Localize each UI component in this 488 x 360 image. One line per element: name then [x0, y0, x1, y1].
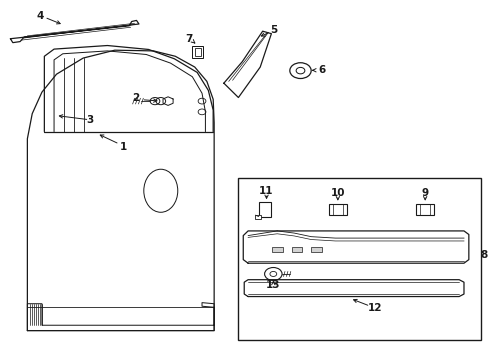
Text: 10: 10	[330, 188, 345, 198]
Bar	[258, 202, 271, 217]
Text: 9: 9	[421, 188, 428, 198]
Bar	[328, 204, 346, 215]
Bar	[416, 204, 433, 215]
Text: 4: 4	[37, 11, 44, 21]
Text: 3: 3	[86, 115, 93, 125]
Polygon shape	[224, 31, 271, 98]
Bar	[238, 178, 480, 339]
Bar	[272, 247, 283, 252]
Polygon shape	[163, 97, 173, 105]
Text: 1: 1	[120, 141, 127, 152]
Polygon shape	[243, 231, 468, 263]
Text: 11: 11	[259, 186, 273, 197]
Bar	[192, 45, 203, 58]
Text: 7: 7	[185, 34, 192, 44]
Text: 12: 12	[367, 303, 382, 314]
Text: 5: 5	[270, 25, 277, 35]
Polygon shape	[10, 21, 139, 42]
Bar	[194, 48, 200, 56]
Bar	[291, 247, 302, 252]
Polygon shape	[27, 50, 214, 330]
Text: 6: 6	[318, 65, 325, 75]
Bar	[310, 247, 321, 252]
Text: 2: 2	[132, 93, 139, 103]
Bar	[255, 215, 261, 219]
Text: 8: 8	[480, 249, 487, 260]
Polygon shape	[244, 280, 463, 297]
Text: 13: 13	[265, 280, 280, 290]
